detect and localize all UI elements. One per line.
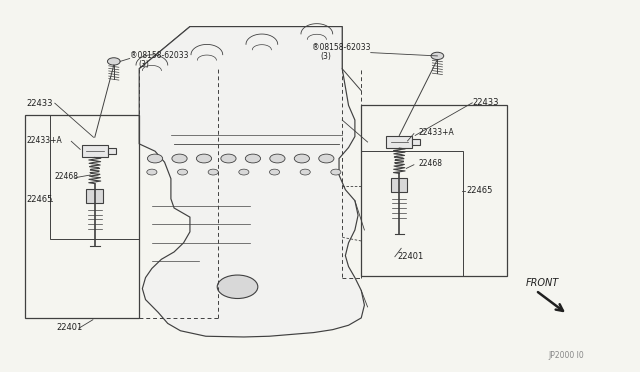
Text: 22433+A: 22433+A xyxy=(419,128,454,137)
Circle shape xyxy=(239,169,249,175)
Text: 22468: 22468 xyxy=(419,159,442,168)
Text: (3): (3) xyxy=(320,52,331,61)
Bar xyxy=(391,179,408,192)
Polygon shape xyxy=(139,26,364,337)
Circle shape xyxy=(245,154,260,163)
Polygon shape xyxy=(139,26,342,69)
Circle shape xyxy=(269,169,280,175)
Circle shape xyxy=(221,154,236,163)
Circle shape xyxy=(331,169,341,175)
Circle shape xyxy=(147,169,157,175)
Circle shape xyxy=(108,58,120,65)
Text: 22465: 22465 xyxy=(466,186,492,195)
Text: 22468: 22468 xyxy=(55,171,79,181)
Text: 22401: 22401 xyxy=(57,323,83,332)
Circle shape xyxy=(208,169,218,175)
Bar xyxy=(25,115,139,318)
Bar xyxy=(108,148,116,154)
Bar xyxy=(387,136,412,148)
Bar xyxy=(86,189,103,203)
Text: FRONT: FRONT xyxy=(526,278,559,288)
Circle shape xyxy=(270,154,285,163)
Circle shape xyxy=(319,154,334,163)
Bar xyxy=(81,145,108,157)
Text: JP2000 I0: JP2000 I0 xyxy=(548,351,584,360)
Text: 22433: 22433 xyxy=(27,99,53,108)
Bar xyxy=(361,151,463,276)
Circle shape xyxy=(431,52,444,60)
Bar xyxy=(412,140,420,145)
Bar xyxy=(51,115,139,239)
Text: 22465: 22465 xyxy=(27,196,53,205)
Text: 22433+A: 22433+A xyxy=(27,136,63,145)
Circle shape xyxy=(147,154,163,163)
Text: ®08158-62033: ®08158-62033 xyxy=(130,51,188,61)
Bar xyxy=(361,105,507,276)
Text: 22433: 22433 xyxy=(472,98,499,108)
Circle shape xyxy=(172,154,187,163)
Text: 22401: 22401 xyxy=(397,252,424,261)
Text: ®08158-62033: ®08158-62033 xyxy=(312,44,371,52)
Text: (3): (3) xyxy=(138,60,148,69)
Circle shape xyxy=(294,154,310,163)
Circle shape xyxy=(300,169,310,175)
Circle shape xyxy=(196,154,212,163)
Circle shape xyxy=(177,169,188,175)
Circle shape xyxy=(217,275,258,298)
